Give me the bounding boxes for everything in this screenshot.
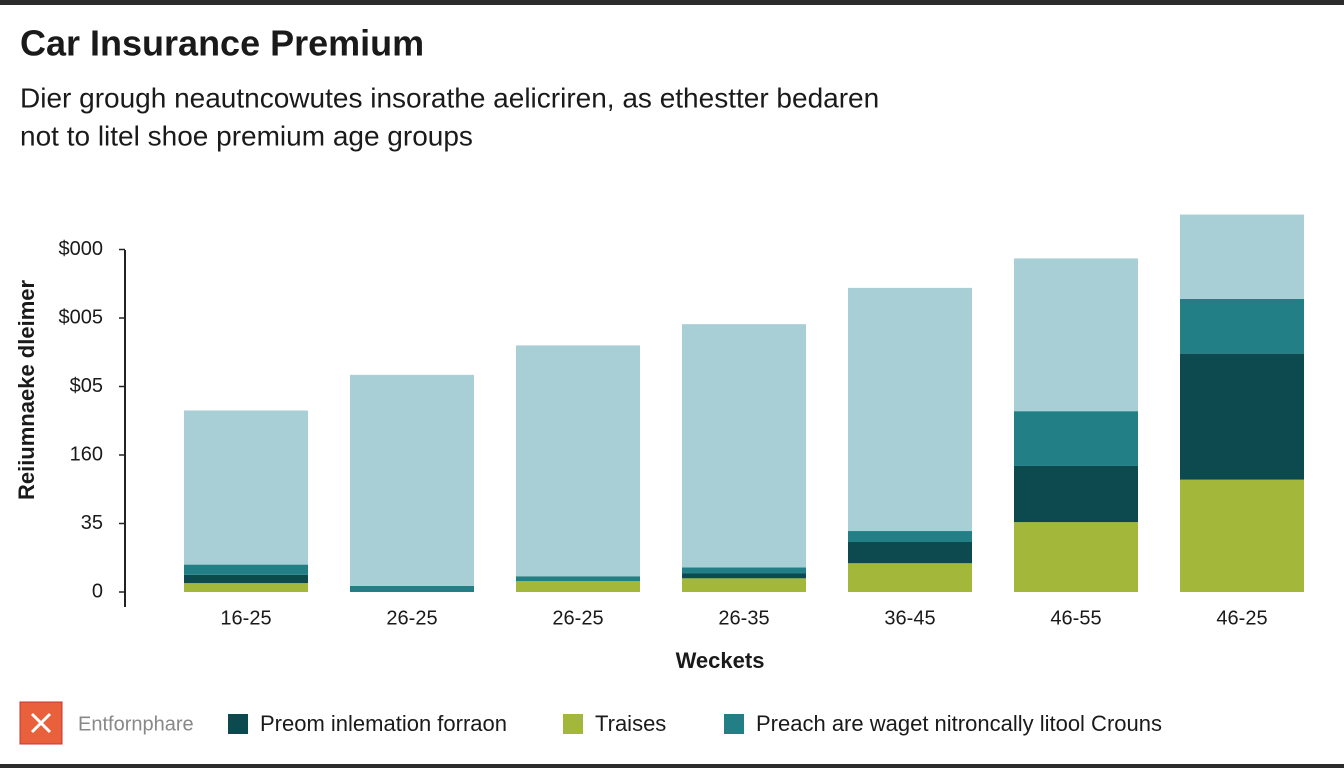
y-tick-label: 35 [81, 512, 103, 534]
subtitle: not to litel shoe premium age groups [20, 120, 473, 151]
y-tick-label: 160 [70, 443, 103, 465]
legend-icon [19, 701, 63, 745]
x-tick-label: 26-35 [718, 607, 769, 629]
bar-segment [1180, 479, 1304, 592]
bar-segment [682, 578, 806, 592]
y-tick-label: 0 [92, 580, 103, 602]
bar-segment [350, 585, 474, 592]
x-tick-label: 46-25 [1216, 607, 1267, 629]
chart-title: Car Insurance Premium [20, 23, 424, 64]
bar-segment [1180, 214, 1304, 299]
legend-swatch [563, 714, 583, 734]
bar-segment [516, 576, 640, 582]
legend-label: Preom inlemation forraon [260, 711, 507, 736]
y-tick-label: $005 [59, 306, 104, 328]
x-tick-label: 36-45 [884, 607, 935, 629]
bar-segment [1014, 465, 1138, 523]
legend-label: Preach are waget nitroncally litool Crou… [756, 711, 1162, 736]
bar-segment [350, 374, 474, 586]
bar-segment [184, 410, 308, 565]
bar-segment [516, 581, 640, 592]
bar-segment [184, 564, 308, 575]
legend-icon-x [30, 712, 52, 734]
bar-segment [848, 531, 972, 542]
bar-segment [848, 541, 972, 564]
bar-segment [682, 324, 806, 568]
bar-segment [1014, 522, 1138, 592]
bar-segment [848, 563, 972, 592]
legend-swatch [228, 714, 248, 734]
bar-segment [184, 574, 308, 584]
bar-segment [1180, 298, 1304, 354]
bar-segment [184, 583, 308, 592]
legend-label: Traises [595, 711, 666, 736]
x-axis-label: Weckets [676, 648, 765, 673]
bar-segment [1014, 411, 1138, 466]
bar-segment [516, 345, 640, 577]
x-tick-label: 46-55 [1050, 607, 1101, 629]
bar-segment [848, 287, 972, 532]
legend-label: Entfornphare [78, 713, 194, 735]
bar-segment [682, 573, 806, 579]
subtitle: Dier grough neautncowutes insorathe aeli… [20, 82, 879, 113]
bar-segment [682, 567, 806, 574]
x-tick-label: 26-25 [552, 607, 603, 629]
legend-swatch [724, 714, 744, 734]
x-tick-label: 16-25 [220, 607, 271, 629]
bottom-border [0, 764, 1344, 768]
top-border [0, 0, 1344, 5]
y-axis-label: Reiiumnaeke dleimer [14, 280, 39, 501]
y-tick-label: $05 [70, 375, 103, 397]
bar-segment [1014, 258, 1138, 412]
bar-segment [1180, 353, 1304, 480]
y-tick-label: $000 [59, 238, 104, 260]
x-tick-label: 26-25 [386, 607, 437, 629]
